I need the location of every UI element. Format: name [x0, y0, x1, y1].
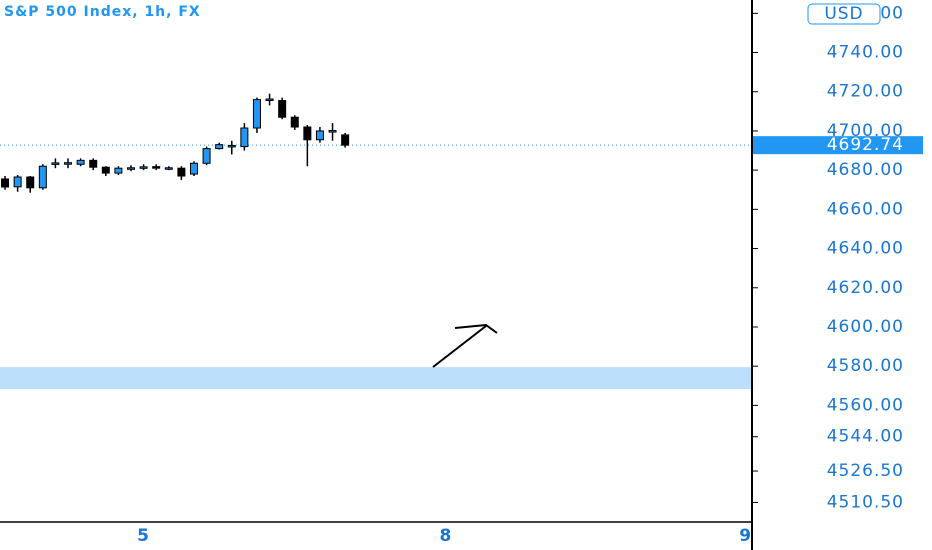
candle-body	[215, 144, 224, 150]
y-tick-label: 4720.00	[827, 82, 904, 102]
drawn-arrow	[432, 323, 498, 368]
candle-body	[13, 176, 22, 188]
y-tick-label: 4544.00	[827, 427, 904, 447]
candle-body	[341, 134, 350, 146]
last-price-box	[753, 136, 923, 155]
candle-body	[1, 178, 10, 188]
y-tick-label: 4510.50	[827, 492, 904, 512]
candle-body	[51, 162, 60, 165]
chart-title: S&P 500 Index, 1h, FX	[4, 4, 201, 20]
candle-body	[290, 116, 299, 128]
y-tick-label: 4640.00	[827, 239, 904, 259]
zone-band	[0, 367, 752, 390]
candle-body	[177, 167, 186, 177]
candle-body	[26, 176, 35, 189]
y-tick-label: 4580.00	[827, 356, 904, 376]
candle-body	[76, 159, 85, 165]
x-tick-label: 9	[739, 526, 752, 546]
y-tick-label: 4660.00	[827, 199, 904, 219]
y-tick-label: 4740.00	[827, 43, 904, 63]
y-tick-label: 4680.00	[827, 160, 904, 180]
y-tick-label: 4600.00	[827, 317, 904, 337]
candle-body	[89, 159, 98, 168]
candle-body	[139, 166, 148, 169]
candle-body	[189, 162, 198, 175]
y-tick-label: 4620.00	[827, 278, 904, 298]
candle-body	[64, 162, 73, 165]
currency-badge	[807, 3, 881, 25]
candle-body	[315, 130, 324, 141]
candle-body	[38, 165, 47, 189]
candle-body	[278, 100, 287, 118]
candle-body	[252, 99, 261, 129]
candle-body	[227, 144, 236, 148]
y-tick-label: 4560.00	[827, 395, 904, 415]
candle-body	[202, 148, 211, 164]
candle-body	[164, 167, 173, 170]
plot-back	[0, 144, 752, 390]
candle-body	[240, 127, 249, 148]
x-tick-label: 8	[439, 526, 452, 546]
y-tick-label: 4700.00	[827, 121, 904, 141]
y-tick-label: 4526.50	[827, 461, 904, 481]
candle-body	[127, 167, 136, 170]
candle-body	[328, 130, 337, 133]
candle-body	[265, 98, 274, 101]
candle-body	[114, 167, 123, 174]
last-price-label: 4692.74	[827, 135, 904, 155]
candle-body	[101, 166, 110, 174]
candle-body	[152, 166, 161, 169]
currency-label: USD	[824, 4, 863, 24]
x-tick-label: 5	[137, 526, 150, 546]
candle-body	[303, 126, 312, 141]
